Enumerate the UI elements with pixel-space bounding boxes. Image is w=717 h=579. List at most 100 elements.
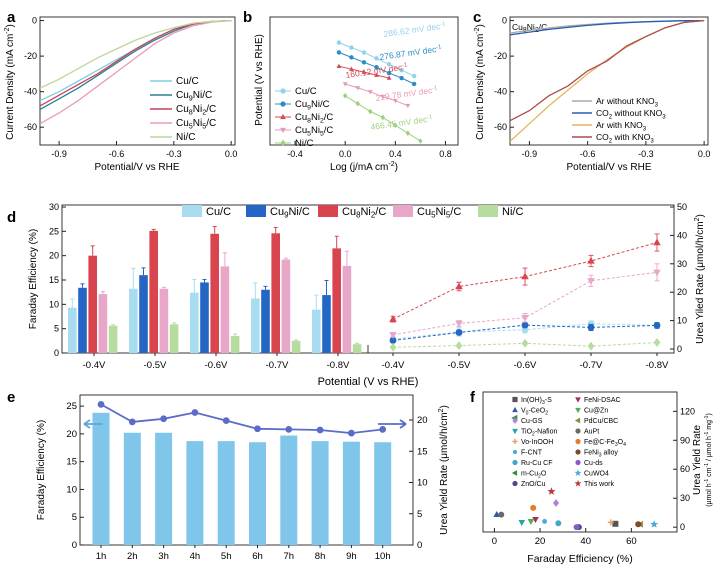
d-ytick-left-label: 20 <box>49 251 59 261</box>
d-errorbar <box>334 235 339 249</box>
c-xtick-label: -0.9 <box>522 149 538 159</box>
f-legend-label: Cu-GS <box>521 418 543 425</box>
f-xtick-label: 20 <box>535 536 546 547</box>
d-rate-point <box>455 282 463 290</box>
panel-e-ticks: 1h 2h 3h 4h 5h 6h 7h 8h 9h 10h 0 5 10 15 20 25 0 5 10 15 20 <box>66 401 427 562</box>
d-legend-label-part: Ni/C <box>502 206 523 218</box>
d-bar <box>210 233 219 353</box>
a-legend-label: Ni/C <box>176 132 195 143</box>
d-rate-point <box>521 321 529 329</box>
b-point <box>355 100 360 107</box>
b-legend-label-part: /C <box>324 112 334 123</box>
e-ytick-left-label: 0 <box>72 540 77 551</box>
d-xtick-label-right: -0.6V <box>514 360 537 371</box>
b-legend-label: Cu5Ni5/C <box>295 125 333 138</box>
panel-c-plot <box>509 19 705 142</box>
f-point <box>518 519 526 526</box>
e-rate-point <box>160 415 168 423</box>
d-bar <box>190 292 199 353</box>
e-ytick-right-label: 5 <box>417 509 422 520</box>
b-point <box>380 94 386 100</box>
b-legend-label-part: Ni/C <box>295 138 314 149</box>
b-legend-marker <box>280 101 286 107</box>
d-bar <box>312 309 321 353</box>
a-legend-label-part: Cu <box>176 104 189 115</box>
b-legend-label: Cu/C <box>295 86 317 97</box>
d-rate-point <box>653 238 661 246</box>
d-ytick-left-label: 5 <box>54 324 59 334</box>
f-legend-marker <box>574 417 581 424</box>
e-rate-point <box>254 425 261 433</box>
c-legend-label-part: CO <box>596 108 609 118</box>
e-xtick-label: 3h <box>158 551 169 562</box>
d-ytick-right-label: 0 <box>677 344 682 354</box>
f-ytick-label: 120 <box>680 406 695 416</box>
c-xtick-label: -0.3 <box>638 149 654 159</box>
b-legend-label-part: 8 <box>307 118 311 125</box>
b-legend-marker <box>280 127 286 134</box>
d-bar <box>139 275 148 353</box>
panel-c-letter: c <box>473 9 481 26</box>
a-ytick-label: -40 <box>24 87 37 97</box>
b-point <box>399 75 404 81</box>
e-bar <box>280 435 298 545</box>
d-xtick-label-right: -0.8V <box>646 360 669 371</box>
b-point <box>361 60 367 65</box>
d-rate-point <box>455 341 463 351</box>
f-xtick-label: 60 <box>626 536 637 547</box>
b-point <box>336 40 342 45</box>
d-ytick-left-label: 0 <box>54 348 59 358</box>
panel-a-frame <box>39 16 236 146</box>
f-legend-label: In(OH)3-S <box>521 397 552 406</box>
d-rate-point <box>587 278 595 285</box>
f-point <box>573 524 580 531</box>
d-xtick-label-left: -0.6V <box>205 360 228 371</box>
panel-a-ylabel: Current Density (mA cm-2) <box>4 24 16 140</box>
e-xtick-label: 8h <box>315 551 326 562</box>
d-errorbar <box>233 333 238 336</box>
b-point <box>336 50 342 55</box>
d-rate-point <box>389 337 397 344</box>
d-bar <box>352 344 362 353</box>
b-point <box>349 45 354 50</box>
e-rate-point <box>97 400 105 408</box>
b-point <box>386 62 392 67</box>
e-rate-point <box>128 418 136 426</box>
d-bar <box>108 325 118 353</box>
a-series-0 <box>39 19 232 102</box>
a-xtick-label: -0.9 <box>51 149 67 159</box>
f-ytick-label: 30 <box>680 493 690 503</box>
d-legend-label-part: Cu/C <box>206 206 231 218</box>
panel-a: a -0.9 -0.6 -0.3 0.0 0 -20 -40 -60 Potential/V … <box>4 9 237 173</box>
d-errorbar <box>111 324 116 326</box>
d-legend-label-part: /C <box>450 206 461 218</box>
d-rate-point <box>521 338 529 348</box>
panel-c-frame <box>509 16 709 146</box>
f-legend-label-part: FeNi <box>584 450 599 457</box>
e-xtick-label: 9h <box>346 551 357 562</box>
f-legend-marker <box>512 438 518 445</box>
e-bar <box>311 441 329 545</box>
f-legend-marker <box>511 470 518 476</box>
d-bar <box>332 248 341 353</box>
f-point <box>650 520 659 528</box>
d-legend-label: Ni/C <box>502 206 523 218</box>
b-legend-label-part: Ni/C <box>311 99 330 110</box>
d-bar <box>291 340 301 353</box>
c-legend-label-part: Ar with KNO <box>596 120 643 130</box>
f-legend-marker <box>512 417 518 424</box>
f-point <box>493 511 500 518</box>
a-legend-label: Cu9Ni/C <box>176 90 212 103</box>
f-legend-label-part: Fe@C-Fe <box>584 439 615 446</box>
panel-d-ylabel-right: Urea Yiled Rate (μmol/h/cm2) <box>694 214 706 344</box>
b-tafel-slope-value: 160.12 mV dec <box>345 62 404 80</box>
d-errorbar <box>141 267 146 276</box>
f-legend-marker <box>512 428 518 435</box>
d-ytick-left-label: 10 <box>49 299 59 309</box>
panel-f-xlabel: Faraday Efficiency (%) <box>527 553 632 565</box>
a-legend-label-part: Cu/C <box>176 76 199 87</box>
d-rate-point <box>587 256 595 264</box>
e-rate-point <box>348 429 355 437</box>
panel-b-letter: b <box>243 9 252 26</box>
